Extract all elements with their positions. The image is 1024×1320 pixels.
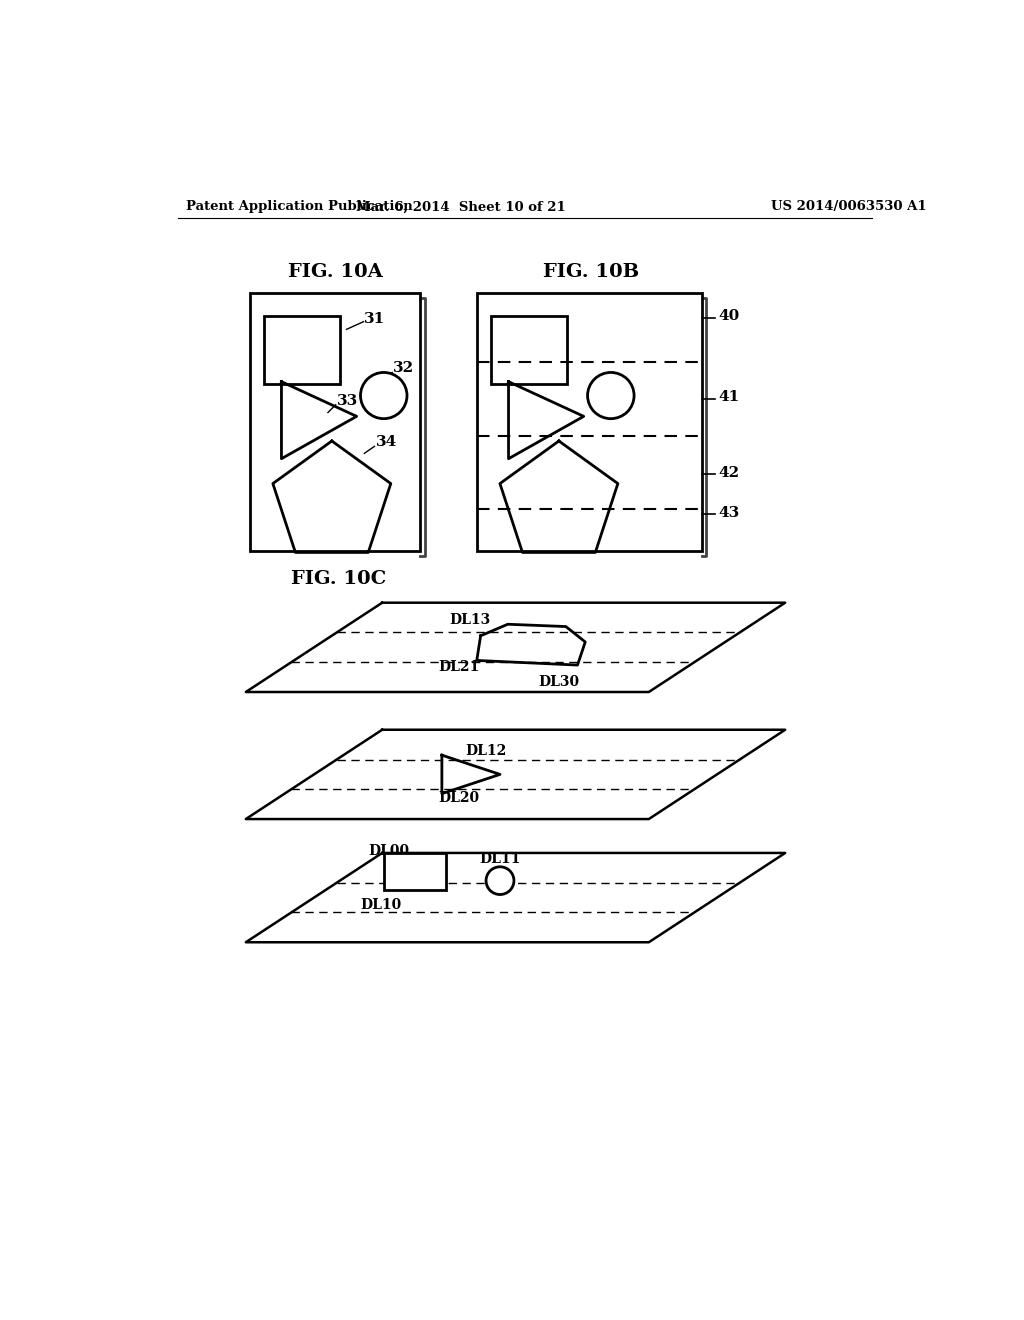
Text: FIG. 10C: FIG. 10C — [291, 570, 386, 587]
Circle shape — [486, 867, 514, 895]
Text: DL20: DL20 — [438, 791, 479, 804]
Bar — [490, 317, 566, 384]
Text: DL00: DL00 — [369, 845, 410, 858]
Bar — [263, 317, 340, 384]
Text: DL12: DL12 — [465, 744, 507, 758]
Bar — [477, 293, 701, 552]
Text: Mar. 6, 2014  Sheet 10 of 21: Mar. 6, 2014 Sheet 10 of 21 — [356, 201, 566, 214]
Circle shape — [360, 372, 407, 418]
Text: DL13: DL13 — [450, 614, 490, 627]
Text: 32: 32 — [393, 360, 414, 375]
Text: Patent Application Publication: Patent Application Publication — [186, 201, 413, 214]
Circle shape — [588, 372, 634, 418]
Text: 33: 33 — [337, 393, 358, 408]
Text: FIG. 10A: FIG. 10A — [289, 264, 383, 281]
Bar — [384, 853, 445, 890]
Bar — [250, 293, 420, 552]
Text: DL10: DL10 — [360, 899, 401, 912]
Text: 41: 41 — [719, 391, 739, 404]
Text: 31: 31 — [365, 312, 386, 326]
Text: FIG. 10B: FIG. 10B — [543, 264, 639, 281]
Text: US 2014/0063530 A1: US 2014/0063530 A1 — [771, 201, 927, 214]
Text: 40: 40 — [719, 309, 739, 323]
Text: 43: 43 — [719, 506, 739, 520]
Text: DL30: DL30 — [539, 675, 580, 689]
Text: 42: 42 — [719, 466, 739, 479]
Text: DL11: DL11 — [479, 853, 520, 866]
Text: 34: 34 — [376, 434, 397, 449]
Text: DL21: DL21 — [438, 660, 479, 673]
